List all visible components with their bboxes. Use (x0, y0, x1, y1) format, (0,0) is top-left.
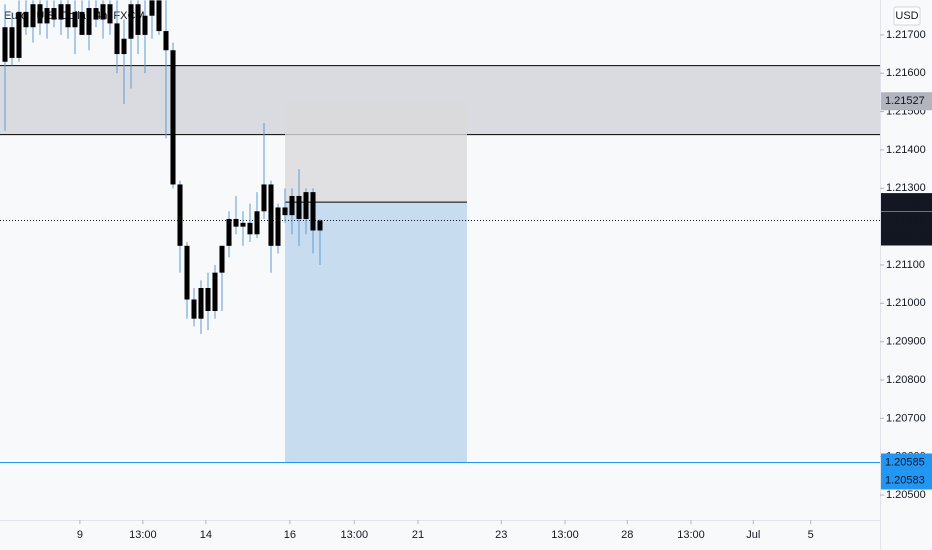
candle-body (275, 207, 281, 246)
candle-body (303, 192, 309, 219)
x-tick-label: 13:00 (341, 529, 369, 541)
currency-box (893, 6, 921, 26)
candle-body (93, 8, 99, 20)
price-label-box (881, 453, 932, 472)
price-label: 1.21527 (885, 95, 925, 107)
candle-body (254, 211, 260, 235)
candle-body (135, 4, 141, 35)
y-tick-label: 1.21600 (886, 67, 926, 79)
candle-body (156, 0, 162, 32)
candle-body (16, 11, 22, 58)
candle-body (37, 4, 43, 24)
candle-body (128, 4, 134, 39)
candle-body (310, 192, 316, 231)
price-label-box (881, 92, 932, 111)
candle-body (58, 4, 64, 20)
price-label: 1.20585 (885, 456, 925, 468)
x-tick-label: 5 (808, 529, 814, 541)
x-tick-label: 9 (77, 529, 83, 541)
candle-body (100, 4, 106, 20)
candle-body (30, 4, 36, 28)
candle-body (261, 184, 267, 212)
x-tick-label: 13:00 (677, 529, 705, 541)
candle-body (219, 245, 225, 273)
candle-body (240, 222, 246, 227)
y-tick-label: 1.20700 (886, 412, 926, 424)
candle-body (233, 218, 239, 227)
y-tick-label: 1.21100 (886, 259, 925, 271)
x-tick-label: 13:00 (551, 529, 579, 541)
candle-body (79, 11, 85, 35)
candle-body (163, 31, 169, 51)
candle-body (177, 184, 183, 246)
price-label: 1.20583 (885, 474, 925, 486)
candle-body (191, 299, 197, 319)
candle-body (23, 11, 29, 28)
target-region (284, 202, 467, 463)
candle-body (121, 38, 127, 55)
candle-body (142, 15, 148, 35)
candle-body (317, 220, 323, 231)
candle-body (65, 4, 71, 28)
currency: USD (895, 10, 918, 22)
x-tick-label: 14 (200, 529, 212, 541)
price-label: 1.21216 (885, 214, 925, 226)
candle-body (149, 0, 155, 16)
y-tick-label: 1.21700 (886, 29, 926, 41)
x-tick-label: 28 (621, 529, 633, 541)
x-tick-label: 13:00 (129, 529, 157, 541)
candle-body (114, 23, 120, 55)
x-tick-label: 23 (495, 529, 507, 541)
y-tick-label: 1.21000 (886, 297, 926, 309)
candle-body (289, 195, 295, 216)
price-label-box (881, 193, 932, 212)
y-tick-label: 1.20900 (886, 336, 926, 348)
candle-body (198, 287, 204, 319)
candle-body (226, 218, 232, 246)
candle-body (44, 8, 50, 24)
x-tick-label: Jul (746, 529, 760, 541)
x-tick-label: 16 (284, 529, 296, 541)
y-tick-label: 1.20800 (886, 374, 926, 386)
candle-body (72, 11, 78, 28)
candle-body (86, 8, 92, 35)
y-tick-label: 1.21300 (886, 182, 926, 194)
candle-body (51, 8, 57, 20)
price-label-box (881, 471, 932, 490)
candle-body (9, 27, 15, 58)
candle-body (107, 4, 113, 24)
price-label: 1.21264 (885, 196, 925, 208)
candle-body (184, 245, 190, 300)
y-tick-label: 1.20500 (886, 489, 926, 501)
candle-body (205, 287, 211, 312)
candle-body (170, 50, 176, 185)
candle-body (247, 222, 253, 235)
countdown: 03:02:49 (885, 230, 928, 242)
candle-body (282, 207, 288, 216)
candle-body (2, 27, 8, 62)
candle-body (212, 272, 218, 312)
candle-body (296, 195, 302, 219)
y-tick-label: 1.21400 (886, 144, 926, 156)
price-label-box (881, 211, 932, 246)
x-tick-label: 21 (412, 529, 424, 541)
candle-body (268, 184, 274, 246)
stop-region (284, 101, 467, 203)
